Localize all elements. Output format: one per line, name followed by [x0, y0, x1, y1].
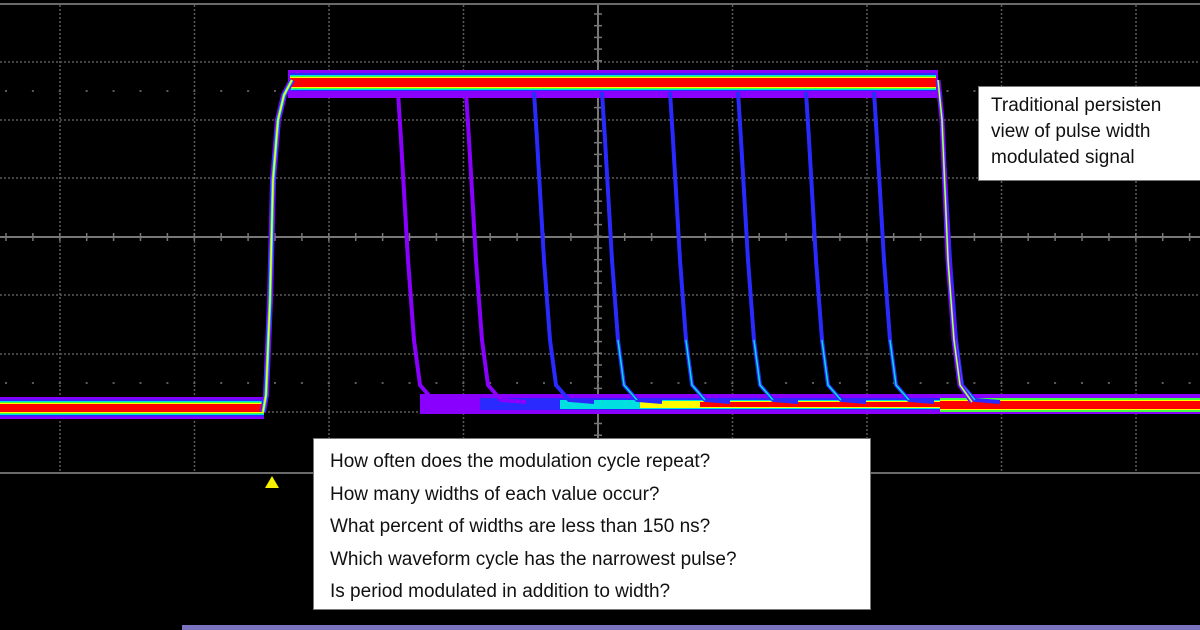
graticule-top-border [0, 3, 1200, 5]
pwm-waveform-trace [0, 70, 1200, 419]
persistence-view-callout: Traditional persisten view of pulse widt… [978, 86, 1200, 181]
question-item: How often does the modulation cycle repe… [330, 451, 711, 472]
callout-line: modulated signal [991, 147, 1135, 168]
callout-line: Traditional persisten [991, 95, 1162, 116]
question-item: How many widths of each value occur? [330, 483, 660, 505]
question-item: Is period modulated in addition to width… [330, 581, 671, 602]
question-item: Which waveform cycle has the narrowest p… [330, 548, 737, 570]
callout-line: view of pulse width [991, 121, 1151, 142]
question-item: What percent of widths are less than 150… [330, 516, 711, 537]
trigger-position-marker-icon [265, 476, 279, 488]
questions-callout: How often does the modulation cycle repe… [313, 438, 871, 610]
bottom-status-strip [182, 625, 1200, 630]
